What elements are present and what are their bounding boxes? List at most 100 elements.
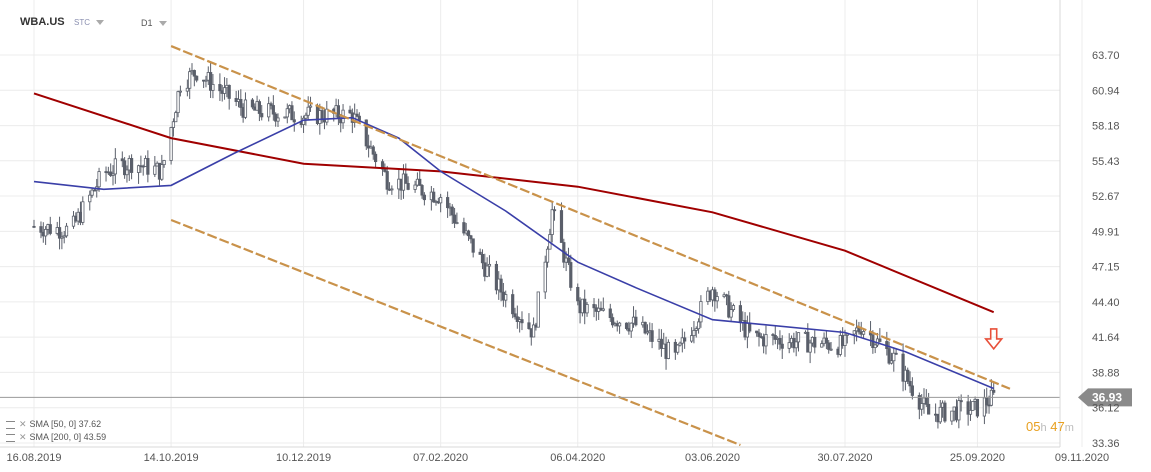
candle-countdown: 05h 47m bbox=[1026, 419, 1074, 434]
candle-body bbox=[169, 127, 173, 161]
candle-body bbox=[992, 389, 996, 393]
candle-body bbox=[959, 400, 963, 403]
plot-area[interactable] bbox=[0, 0, 1060, 447]
candle-body bbox=[111, 173, 115, 176]
indicator-icon bbox=[6, 420, 15, 429]
candle-body bbox=[957, 400, 961, 421]
timeframe-select[interactable]: D1 bbox=[141, 18, 167, 28]
candle-body bbox=[806, 331, 810, 353]
candle-body bbox=[92, 189, 97, 192]
candle-body bbox=[250, 99, 255, 108]
candle-body bbox=[520, 319, 524, 324]
candle-body bbox=[422, 194, 426, 201]
candle-body bbox=[153, 165, 157, 175]
close-icon[interactable]: ✕ bbox=[19, 419, 27, 429]
close-icon[interactable]: ✕ bbox=[19, 432, 27, 442]
y-tick-label: 47.15 bbox=[1092, 262, 1120, 274]
candle-body bbox=[162, 160, 166, 166]
candle-body bbox=[209, 72, 213, 91]
candle-body bbox=[617, 322, 622, 327]
candle-body bbox=[794, 341, 798, 349]
candle-body bbox=[773, 335, 777, 340]
candle-body bbox=[715, 296, 719, 302]
candle-body bbox=[678, 342, 682, 346]
legend-sma-200[interactable]: ✕ SMA [200, 0] 43.59 bbox=[6, 432, 106, 443]
y-tick-label: 60.94 bbox=[1092, 85, 1120, 97]
y-tick-label: 55.43 bbox=[1092, 156, 1120, 168]
candle-body bbox=[645, 331, 650, 334]
candle-body bbox=[432, 191, 436, 203]
candle-body bbox=[696, 321, 701, 330]
current-price-label: 36.93 bbox=[1092, 390, 1122, 404]
candle-body bbox=[938, 406, 942, 423]
legend-sma-50[interactable]: ✕ SMA [50, 0] 37.62 bbox=[6, 419, 101, 430]
symbol-label[interactable]: WBA.US bbox=[20, 16, 65, 28]
candle-body bbox=[239, 98, 243, 108]
candle-body bbox=[418, 178, 422, 186]
candle-body bbox=[552, 209, 557, 212]
trend-channel-upper bbox=[170, 45, 1011, 390]
candle-body bbox=[985, 397, 989, 406]
candle-body bbox=[778, 337, 782, 345]
candle-body bbox=[439, 197, 443, 204]
candle-body bbox=[308, 105, 313, 108]
indicator-icon bbox=[6, 433, 15, 442]
y-tick-label: 33.36 bbox=[1092, 438, 1120, 450]
candle-body bbox=[176, 91, 180, 114]
instrument-type-select[interactable]: STC bbox=[74, 18, 104, 27]
candle-body bbox=[269, 103, 273, 106]
candle-body bbox=[62, 235, 66, 238]
candle-body bbox=[227, 84, 231, 99]
candle-body bbox=[90, 189, 94, 196]
candle-body bbox=[543, 261, 547, 293]
candle-body bbox=[480, 254, 485, 264]
candle-body bbox=[413, 184, 417, 190]
candle-body bbox=[824, 337, 828, 344]
candle-body bbox=[125, 169, 129, 176]
candle-body bbox=[966, 401, 970, 415]
candle-body bbox=[892, 352, 896, 362]
candle-body bbox=[204, 79, 208, 82]
candle-body bbox=[683, 337, 687, 342]
candle-body bbox=[878, 338, 882, 342]
candle-body bbox=[113, 158, 117, 175]
candles bbox=[32, 62, 996, 429]
candle-body bbox=[123, 160, 127, 176]
candle-body bbox=[136, 165, 141, 173]
candle-body bbox=[780, 343, 784, 349]
candle-body bbox=[406, 182, 410, 190]
candle-body bbox=[371, 146, 375, 155]
x-tick-label: 25.09.2020 bbox=[950, 452, 1005, 464]
candle-body bbox=[504, 294, 508, 301]
candle-body bbox=[222, 87, 227, 94]
candle-body bbox=[420, 185, 424, 196]
candle-body bbox=[527, 322, 531, 330]
candle-body bbox=[771, 334, 775, 336]
candle-body bbox=[487, 263, 492, 267]
chevron-down-icon bbox=[158, 21, 167, 27]
sma-50-line bbox=[33, 116, 995, 390]
y-tick-label: 38.88 bbox=[1092, 367, 1120, 379]
y-tick-label: 44.40 bbox=[1092, 297, 1120, 309]
candle-body bbox=[160, 164, 164, 180]
y-tick-label: 49.91 bbox=[1092, 226, 1120, 238]
candle-body bbox=[211, 84, 215, 91]
candle-body bbox=[634, 316, 638, 326]
candle-body bbox=[729, 309, 733, 318]
candle-body bbox=[611, 317, 615, 326]
candle-body bbox=[485, 265, 489, 277]
countdown-h-unit: h bbox=[1040, 422, 1047, 434]
candle-body bbox=[292, 119, 296, 123]
current-price-badge bbox=[1078, 388, 1132, 407]
candle-body bbox=[348, 109, 352, 114]
arrow-down-icon bbox=[984, 328, 1004, 351]
candle-body bbox=[917, 395, 921, 410]
candle-body bbox=[727, 295, 731, 318]
candle-body bbox=[943, 402, 947, 422]
candle-body bbox=[511, 294, 515, 315]
x-tick-label: 10.12.2019 bbox=[276, 452, 331, 464]
candle-body bbox=[390, 188, 394, 191]
x-tick-label: 09.11.2020 bbox=[1055, 452, 1109, 464]
